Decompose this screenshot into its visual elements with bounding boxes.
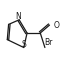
Text: S: S [21,40,26,49]
Text: N: N [15,12,21,21]
Text: Br: Br [44,38,53,47]
Text: O: O [53,21,59,30]
